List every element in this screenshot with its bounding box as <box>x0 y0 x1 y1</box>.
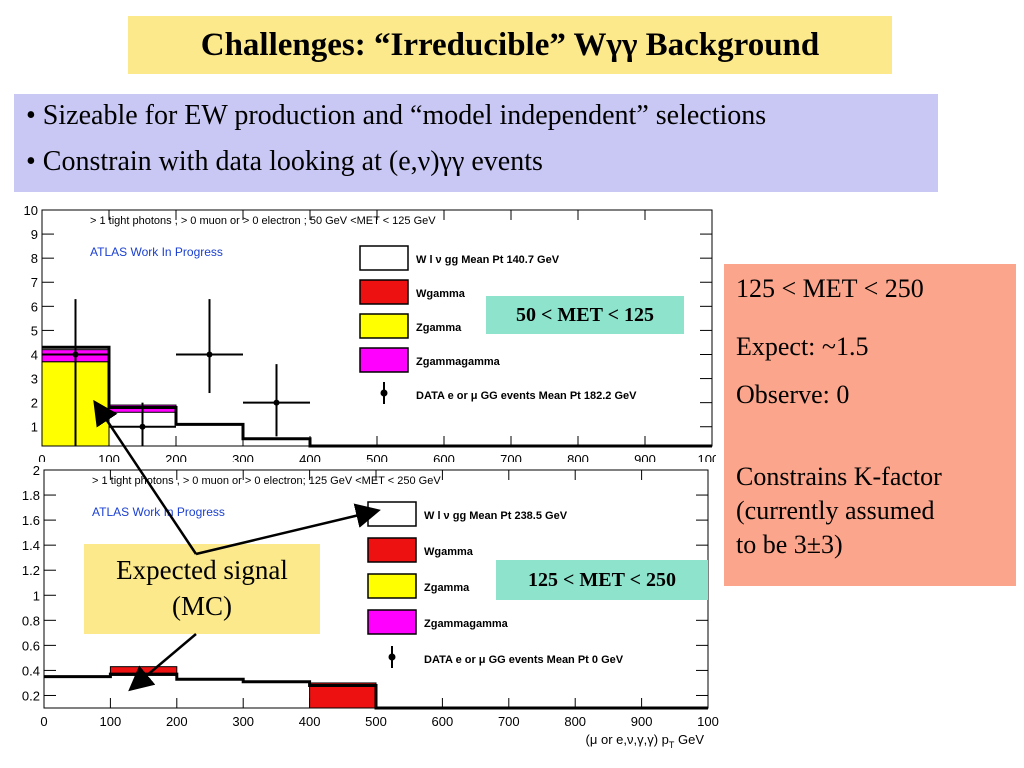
y-tick-label: 0.8 <box>22 613 40 628</box>
info-observe: Observe: 0 <box>736 380 850 409</box>
y-tick-label: 10 <box>24 203 38 218</box>
y-tick-label: 3 <box>31 372 38 387</box>
plot-header: > 1 tight photons , > 0 muon or > 0 elec… <box>90 215 436 227</box>
expected-signal-line-1: Expected signal <box>116 555 288 585</box>
legend-data-dot <box>380 389 388 397</box>
legend-label: W l ν gg Mean Pt 238.5 GeV <box>424 510 568 522</box>
met-label-top: 50 < MET < 125 <box>486 296 684 334</box>
plot-top: 1 2 3 4 5 6 7 8 9 10 0 100 200 300 400 500 600 700 800 900 1… <box>0 200 716 462</box>
y-tick-label: 0.4 <box>22 663 40 678</box>
legend-label: Zgamma <box>424 582 470 594</box>
legend-label: Zgamma <box>416 322 462 334</box>
y-tick-label: 6 <box>31 299 38 314</box>
y-tick-label: 1 <box>31 420 38 435</box>
y-tick-label: 1.2 <box>22 563 40 578</box>
atlas-label: ATLAS Work In Progress <box>92 505 225 519</box>
bullet-box: • Sizeable for EW production and “model … <box>14 94 938 192</box>
x-tick-label: 200 <box>165 452 187 462</box>
legend-label: DATA e or μ GG events Mean Pt 182.2 GeV <box>416 390 637 402</box>
y-tick-label: 1.4 <box>22 538 40 553</box>
met-label-bottom: 125 < MET < 250 <box>496 560 708 600</box>
x-tick-label: 800 <box>564 714 586 729</box>
x-tick-label: 400 <box>299 714 321 729</box>
y-tick-label: 8 <box>31 251 38 266</box>
legend-swatch <box>367 537 417 563</box>
y-tick-label: 0.6 <box>22 638 40 653</box>
x-tick-label: 100 <box>100 714 122 729</box>
x-tick-label: 700 <box>498 714 520 729</box>
legend-label: Wgamma <box>424 546 474 558</box>
data-point <box>139 423 146 430</box>
atlas-label: ATLAS Work In Progress <box>90 245 223 259</box>
expected-signal-box: Expected signal (MC) <box>84 544 320 634</box>
y-tick-label: 1.6 <box>22 513 40 528</box>
y-tick-label: 2 <box>33 463 40 478</box>
x-tick-label: 300 <box>232 452 254 462</box>
data-point <box>273 399 280 406</box>
data-point <box>72 351 79 358</box>
info-expect: Expect: ~1.5 <box>736 332 869 361</box>
legend-data-dot <box>388 653 396 661</box>
x-tick-label: 200 <box>166 714 188 729</box>
legend-swatch <box>367 501 417 527</box>
data-point <box>206 351 213 358</box>
y-tick-label: 7 <box>31 275 38 290</box>
legend-label: Zgammagamma <box>424 618 509 630</box>
bullet-2: • Constrain with data looking at (e,ν)γγ… <box>26 146 543 177</box>
legend-label: W l ν gg Mean Pt 140.7 GeV <box>416 254 560 266</box>
info-constrain-1: Constrains K-factor <box>736 462 942 491</box>
y-tick-label: 4 <box>31 347 38 362</box>
x-tick-label: 900 <box>634 452 656 462</box>
info-constrain-2: (currently assumed <box>736 496 935 525</box>
x-tick-label: 500 <box>365 714 387 729</box>
x-tick-label: 900 <box>631 714 653 729</box>
signal-outline <box>44 672 708 710</box>
x-tick-label: 800 <box>567 452 589 462</box>
x-tick-label: 1000 <box>698 452 716 462</box>
expected-signal-line-2: (MC) <box>172 591 232 621</box>
x-tick-label: 400 <box>299 452 321 462</box>
legend-swatch <box>359 347 409 373</box>
x-tick-label: 600 <box>432 714 454 729</box>
slide-title: Challenges: “Irreducible” Wγγ Background <box>128 16 892 74</box>
x-tick-label: 600 <box>433 452 455 462</box>
hist-fill-wgamma-2 <box>309 682 377 709</box>
legend-swatch <box>367 609 417 635</box>
legend-swatch <box>359 245 409 271</box>
y-tick-label: 1.8 <box>22 488 40 503</box>
y-tick-label: 1 <box>33 588 40 603</box>
y-tick-label: 2 <box>31 396 38 411</box>
y-tick-label: 9 <box>31 227 38 242</box>
info-box: 125 < MET < 250 Expect: ~1.5 Observe: 0 … <box>724 264 1016 586</box>
signal-outline <box>42 345 712 448</box>
legend-label: DATA e or μ GG events Mean Pt 0 GeV <box>424 654 624 666</box>
legend-swatch <box>359 313 409 339</box>
x-axis-title: (μ or e,ν,γ,γ) pT GeV <box>586 732 705 750</box>
legend-label: Wgamma <box>416 288 466 300</box>
x-tick-label: 300 <box>232 714 254 729</box>
info-constrain-3: to be 3±3) <box>736 530 843 559</box>
x-tick-label: 100 <box>697 714 719 729</box>
bullet-1: • Sizeable for EW production and “model … <box>26 100 767 131</box>
info-title: 125 < MET < 250 <box>736 274 924 303</box>
x-tick-label: 0 <box>40 714 47 729</box>
y-tick-label: 5 <box>31 323 38 338</box>
x-tick-label: 0 <box>38 452 45 462</box>
x-tick-label: 700 <box>500 452 522 462</box>
x-tick-label: 100 <box>98 452 120 462</box>
legend-swatch <box>359 279 409 305</box>
legend-swatch <box>367 573 417 599</box>
plot-header: > 1 tight photons , > 0 muon or > 0 elec… <box>92 475 441 487</box>
legend-label: Zgammagamma <box>416 356 501 368</box>
y-tick-label: 0.2 <box>22 688 40 703</box>
x-tick-label: 500 <box>366 452 388 462</box>
